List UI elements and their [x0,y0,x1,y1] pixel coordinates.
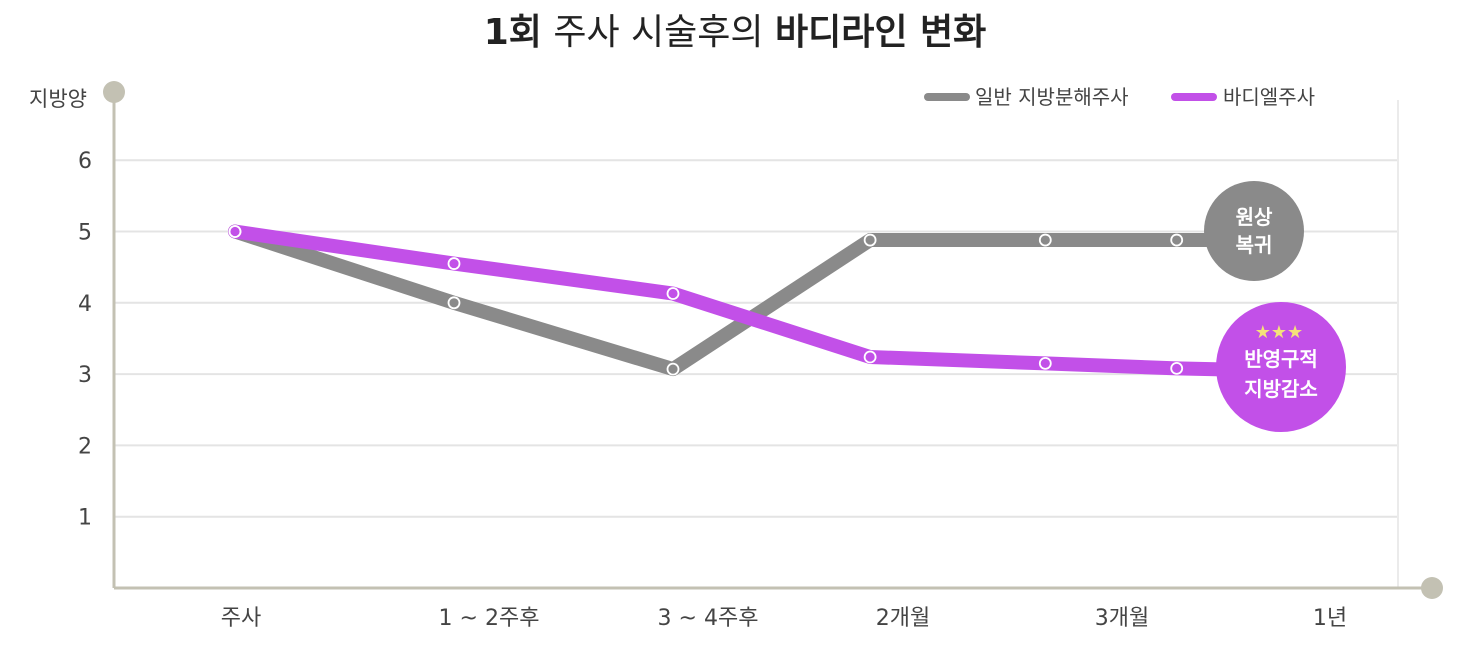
y-tick-label: 4 [78,292,92,317]
series-line [228,224,1274,378]
series-markers [228,225,1184,376]
x-tick-label: 주사 [221,606,261,631]
legend-label: 바디엘주사 [1223,85,1315,109]
chart-title-part: 1회 [484,12,542,53]
end-label-text: 복귀 [1236,233,1273,257]
axes [103,81,1443,599]
x-tick-label: 3 ~ 4주후 [658,606,759,631]
y-tick-label: 2 [78,434,92,459]
x-tick-label: 1년 [1313,606,1347,631]
data-point [447,296,461,310]
x-axis-end-dot [1421,577,1443,599]
chart-title-part: 주사 시술후의 [542,12,775,53]
end-label-text: 지방감소 [1244,377,1318,401]
data-point [666,287,680,300]
data-point [1038,357,1052,370]
data-point [447,257,461,270]
grid-lines [114,100,1399,588]
end-label-bubble [1204,181,1304,281]
y-tick-label: 3 [78,363,92,388]
data-point [1170,233,1184,247]
x-tick-label: 2개월 [876,606,930,631]
end-label-stars: ★★★ [1255,322,1303,343]
data-point [863,233,877,247]
y-tick-label: 6 [78,149,92,174]
y-axis-end-dot [103,81,125,103]
legend-label: 일반 지방분해주사 [975,85,1129,109]
x-tick-label: 3개월 [1095,606,1149,631]
data-point [1170,361,1184,375]
y-axis-label: 지방양 [29,87,87,111]
data-point [666,362,680,376]
tick-labels: 지방양 1 2 3 4 5 6 주사 1 ~ 2주후 3 ~ 4주후 2개월 3개월 1년 [29,87,1347,631]
y-tick-label: 1 [78,506,92,531]
end-label-text: 반영구적 [1244,347,1318,371]
end-label-text: 원상 [1236,205,1273,229]
data-point [863,350,877,364]
legend: 일반 지방분해주사 바디엘주사 [924,85,1315,109]
series-lines [228,224,1274,378]
chart-title: 1회 주사 시술후의 바디라인 변화 [484,12,987,53]
chart-title-part: 바디라인 변화 [775,12,986,53]
x-tick-label: 1 ~ 2주후 [439,606,540,631]
data-point [1038,233,1052,247]
y-tick-label: 5 [78,221,92,246]
data-point [228,225,242,238]
end-label-bubble [1216,302,1346,432]
